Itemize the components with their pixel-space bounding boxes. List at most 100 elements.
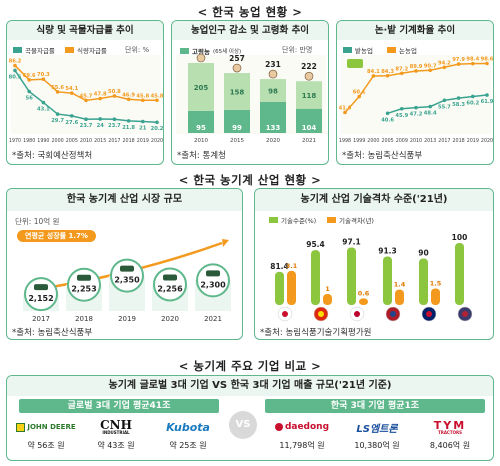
data-point <box>485 93 489 97</box>
data-label: 55.6 <box>51 85 64 91</box>
data-point <box>343 110 347 115</box>
data-point <box>84 98 88 103</box>
value-other: 158 <box>230 88 245 96</box>
data-label: 97.9 <box>452 57 465 63</box>
bar-other <box>296 81 322 109</box>
line-chart-mechanization: 40.645.9 47.2 48.455.7 58.3 60.2 61.9 41.6 60.1… <box>339 55 493 144</box>
ls-mtron-revenue: 10,380억 원 <box>354 441 400 450</box>
legend-tech-gap: 기술격차(년) <box>327 215 374 225</box>
kubota-revenue: 약 25조 원 <box>169 441 207 450</box>
x-tick-label: 2005 <box>381 138 393 144</box>
bar-value: 2,256 <box>157 284 183 293</box>
value-elderly: 95 <box>196 124 206 132</box>
x-tick-label: 2010 <box>194 138 208 144</box>
card-title: 농업인구 감소 및 고령화 추이 <box>172 21 328 40</box>
tractor-icon <box>206 270 220 277</box>
legend-paddy: 논농업 <box>387 45 417 55</box>
value-tech-gap: 1.5 <box>430 280 442 288</box>
x-tick-label: 2017 <box>438 138 450 144</box>
data-point <box>13 63 17 68</box>
legend-field: 밭농업 <box>343 45 373 55</box>
data-label: 47.8 <box>94 92 107 98</box>
data-label: 55.7 <box>438 104 451 110</box>
value-tech-level: 100 <box>452 233 468 242</box>
data-point <box>456 96 461 100</box>
data-point <box>155 120 159 125</box>
source-text: *출처: 농림축산식품부 <box>342 151 423 161</box>
data-label: 89.9 <box>410 64 423 70</box>
data-point <box>485 61 489 66</box>
data-point <box>400 106 404 111</box>
data-point <box>428 104 432 109</box>
card-title: 한국 농기계 산업 시장 규모 <box>7 189 242 211</box>
x-tick-label: 2019 <box>467 138 479 144</box>
total-label: 257 <box>229 54 245 63</box>
total-label: 222 <box>301 62 317 71</box>
growth-badge: 연평균 성장률 1.7% <box>17 230 96 242</box>
value-tech-gap: 1 <box>325 285 330 293</box>
value-tech-level: 81.4 <box>270 262 289 271</box>
data-label: 23.7 <box>108 123 121 129</box>
data-label: 48.4 <box>424 111 437 117</box>
data-point <box>126 119 131 123</box>
bar-chart-farm-population: 9520530020109915825720151339823120201041… <box>176 53 326 144</box>
data-point <box>41 77 46 82</box>
legend-tech-level: 기술수준(%) <box>269 215 316 225</box>
unit-label: 단위: % <box>125 46 150 54</box>
data-point <box>471 61 475 66</box>
x-tick-label: 1998 <box>339 138 351 144</box>
daedong-revenue: 11,798억 원 <box>279 441 325 450</box>
data-point <box>84 117 88 122</box>
bar-tech-level <box>347 247 356 305</box>
tractor-icon <box>163 274 177 281</box>
value-other: 205 <box>194 84 209 92</box>
data-point <box>27 78 32 82</box>
farmer-icon <box>232 63 242 73</box>
x-tick-label: 2017 <box>32 315 50 323</box>
cnh-revenue: 약 43조 원 <box>97 441 135 450</box>
data-point <box>414 105 418 110</box>
bar-value: 2,350 <box>114 276 140 285</box>
data-label: 98.4 <box>466 57 479 63</box>
x-tick-label: 1970 <box>9 138 21 144</box>
data-label: 41.6 <box>339 105 352 111</box>
bar-circle <box>24 277 58 312</box>
bar-circle <box>110 258 144 293</box>
unit-label: 단위: 만명 <box>282 46 313 54</box>
data-point <box>112 117 117 122</box>
farmer-icon <box>196 53 206 63</box>
data-point <box>428 68 432 73</box>
x-tick-label: 2000 <box>51 138 63 144</box>
x-tick-label: 2013 <box>424 138 436 144</box>
data-point <box>70 91 74 95</box>
data-label: 90.7 <box>424 63 437 69</box>
data-label: 69.6 <box>23 73 36 79</box>
x-tick-label: 2000 <box>367 138 379 144</box>
cnh-logo: CNH INDUSTRIAL <box>100 418 132 435</box>
data-point <box>55 112 60 116</box>
x-tick-label: 1980 <box>23 138 35 144</box>
data-point <box>155 98 159 103</box>
data-point <box>371 74 376 78</box>
bar-tech-level <box>455 243 464 305</box>
bar-tech-gap <box>395 289 404 305</box>
bar-tech-gap <box>359 298 368 305</box>
value-other: 98 <box>268 88 278 96</box>
x-tick-label: 2020 <box>266 138 280 144</box>
flag-emblem <box>390 311 396 317</box>
data-point <box>442 65 447 70</box>
bar-other <box>260 79 286 102</box>
bar-value: 2,300 <box>200 280 226 289</box>
bar-tech-level <box>311 250 320 305</box>
source-text: *출처: 농림식품기술기획평가원 <box>260 328 372 338</box>
legend-food: 식량자급률 <box>65 45 107 55</box>
x-tick-label: 2020 <box>161 315 179 323</box>
data-point <box>442 98 447 103</box>
bar-chart-tech-gap: 81.43.1 95.4 1 97.1 0.6 91.3 1.4 90 1.5 100 <box>270 233 473 322</box>
data-point <box>98 117 102 121</box>
x-tick-label: 2009 <box>396 138 408 144</box>
data-point <box>141 98 145 103</box>
value-other: 118 <box>302 92 317 100</box>
tym-logo: TYM TRACTORS <box>433 418 467 435</box>
data-label: 29.7 <box>51 118 64 124</box>
